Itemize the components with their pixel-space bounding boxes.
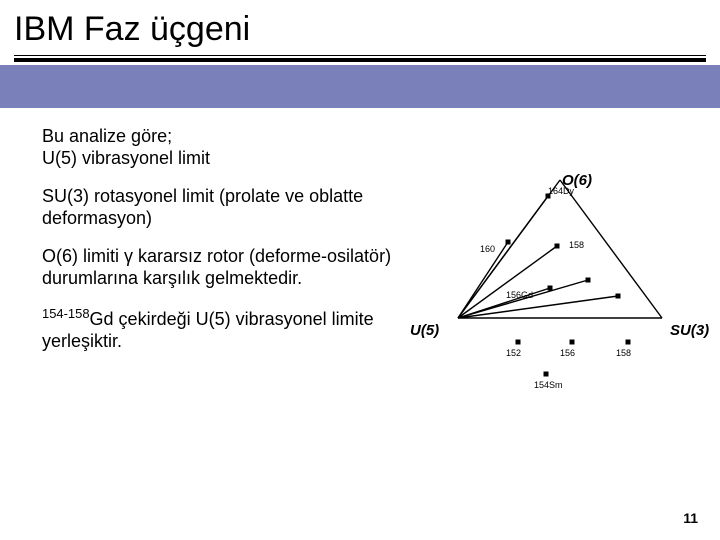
para-4-sup: 154-158 xyxy=(42,306,90,321)
para-3: O(6) limiti γ kararsız rotor (deforme-os… xyxy=(42,246,402,290)
para-1a: Bu analize göre; xyxy=(42,126,172,146)
text-column: Bu analize göre; U(5) vibrasyonel limit … xyxy=(42,126,402,353)
page-number: 11 xyxy=(683,510,698,526)
slide-root: IBM Faz üçgeni Bu analize göre; U(5) vib… xyxy=(0,0,720,540)
diagram-label: 158 xyxy=(569,240,584,250)
slide-body: Bu analize göre; U(5) vibrasyonel limit … xyxy=(42,126,690,500)
title-text: IBM Faz üçgeni xyxy=(14,10,250,48)
diagram-label: SU(3) xyxy=(670,322,709,339)
title-underline xyxy=(14,55,706,63)
diagram-label: 156 xyxy=(560,348,575,358)
diagram-svg xyxy=(438,170,682,400)
para-1b: U(5) vibrasyonel limit xyxy=(42,148,210,168)
para-4-rest: Gd çekirdeği U(5) vibrasyonel limite yer… xyxy=(42,309,374,351)
diagram-label: U(5) xyxy=(410,322,439,339)
para-2: SU(3) rotasyonel limit (prolate ve oblat… xyxy=(42,186,402,230)
diagram-label: 160 xyxy=(480,244,495,254)
diagram-label: 152 xyxy=(506,348,521,358)
title-underline-thick xyxy=(14,58,706,62)
phase-triangle-diagram: O(6)U(5)SU(3)164Dy160158156Gd15215615815… xyxy=(438,170,682,400)
title-underline-thin xyxy=(14,55,706,56)
diagram-label: 156Gd xyxy=(506,290,533,300)
diagram-label: 158 xyxy=(616,348,631,358)
para-4: 154-158Gd çekirdeği U(5) vibrasyonel lim… xyxy=(42,306,402,353)
slide-title: IBM Faz üçgeni xyxy=(0,0,720,65)
diagram-label: 164Dy xyxy=(548,186,574,196)
para-1: Bu analize göre; U(5) vibrasyonel limit xyxy=(42,126,402,170)
diagram-label: 154Sm xyxy=(534,380,563,390)
